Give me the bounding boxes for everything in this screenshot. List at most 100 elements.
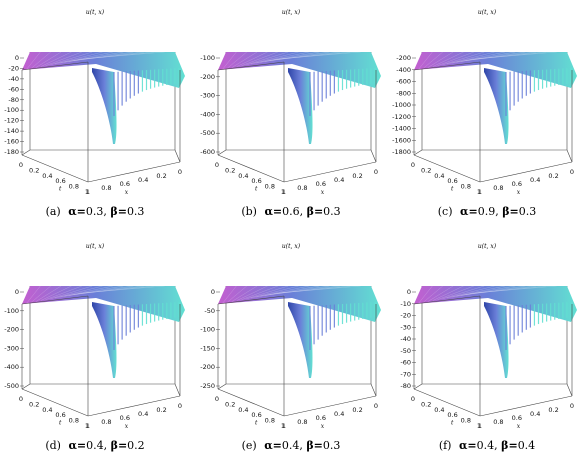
separator: , bbox=[299, 439, 307, 452]
z-tick-label: -1000 bbox=[392, 101, 411, 109]
separator: , bbox=[495, 205, 503, 218]
z-tick-label: -180 bbox=[4, 148, 19, 156]
panel-e: u(t, x) 0 -50 -100 -150 -200 -250 0 0.2 0.4 0.6 0.8… bbox=[196, 234, 386, 459]
mesh-line bbox=[73, 285, 144, 295]
mesh-line bbox=[227, 285, 247, 303]
mesh-line bbox=[232, 51, 258, 68]
mesh-line bbox=[26, 285, 41, 304]
x-tick-label: 1 bbox=[478, 422, 482, 430]
alpha-symbol: α= bbox=[458, 439, 477, 452]
t-tick-label: 0.2 bbox=[29, 166, 39, 174]
x-axis-label: x bbox=[321, 423, 325, 430]
caption-tag: (b) bbox=[241, 205, 257, 218]
mesh-line bbox=[36, 285, 62, 302]
caption-a: (a) α=0.3, β=0.3 bbox=[0, 205, 190, 218]
frame-edge bbox=[370, 383, 377, 397]
mesh-line bbox=[31, 51, 51, 69]
x-tick-label: 0 bbox=[178, 168, 182, 176]
panel-a: u(t, x) 0 -20 -40 -60 -80 -100 -120 -140 -160 -180… bbox=[0, 0, 190, 225]
frame-edge bbox=[21, 61, 89, 71]
mesh-line bbox=[451, 51, 505, 64]
mesh-line bbox=[442, 51, 485, 66]
surface-top bbox=[218, 286, 381, 322]
z-tick-label: -1200 bbox=[392, 113, 411, 121]
mesh-line bbox=[50, 51, 93, 66]
mesh-line bbox=[255, 285, 309, 298]
mesh-line bbox=[432, 285, 464, 301]
mesh-line bbox=[31, 285, 51, 303]
z-tick-label: -10 bbox=[400, 300, 411, 308]
frame-edge bbox=[413, 61, 481, 71]
z-tick-label: -100 bbox=[200, 54, 215, 62]
x-tick-label: 0 bbox=[374, 168, 378, 176]
x-tick-label: 1 bbox=[86, 188, 90, 196]
t-tick-label: 0.4 bbox=[238, 406, 248, 414]
z-tick-label: -800 bbox=[396, 89, 411, 97]
t-tick-label: 0.6 bbox=[55, 411, 65, 419]
z-tick-label: -100 bbox=[200, 326, 215, 334]
z-tick-label: -600 bbox=[200, 148, 215, 156]
beta-value: 0.4 bbox=[517, 439, 536, 452]
t-tick-label: 0.4 bbox=[434, 172, 444, 180]
t-axis-label: t bbox=[255, 420, 258, 427]
alpha-symbol: α= bbox=[460, 205, 478, 218]
mesh-line bbox=[461, 51, 526, 62]
frame-edge bbox=[21, 383, 31, 390]
x-axis-label: x bbox=[125, 189, 129, 196]
mesh-line bbox=[59, 285, 113, 298]
t-tick-label: 0 bbox=[19, 395, 23, 403]
caption-tag: (f) bbox=[438, 439, 452, 452]
plot-e: u(t, x)0-50-100-150-200-25000.20.40.60.8… bbox=[200, 243, 381, 430]
mesh-line bbox=[45, 51, 82, 66]
z-tick-label: -30 bbox=[400, 323, 411, 331]
caption-e: (e) α=0.4, β=0.3 bbox=[196, 439, 386, 452]
mesh-line bbox=[451, 285, 505, 298]
mesh-line bbox=[470, 285, 547, 294]
t-tick-label: 0 bbox=[411, 395, 415, 403]
x-axis-label: x bbox=[125, 423, 129, 430]
t-tick-label: 1 bbox=[85, 188, 89, 196]
mesh-line bbox=[437, 285, 474, 300]
mesh-line bbox=[54, 51, 103, 65]
plot-title: u(t, x) bbox=[282, 243, 301, 250]
z-tick-label: 0 bbox=[211, 288, 215, 296]
frame-edge bbox=[217, 383, 227, 390]
alpha-value: 0.3 bbox=[85, 205, 104, 218]
mesh-line bbox=[241, 51, 278, 66]
mesh-line bbox=[279, 51, 361, 60]
caption-f: (f) α=0.4, β=0.4 bbox=[392, 439, 582, 452]
t-tick-label: 1 bbox=[477, 188, 481, 196]
alpha-value: 0.6 bbox=[282, 205, 300, 218]
z-tick-label: -1600 bbox=[392, 136, 411, 144]
mesh-line bbox=[428, 51, 454, 68]
t-tick-label: 0.4 bbox=[42, 172, 52, 180]
frame-edge bbox=[174, 383, 181, 397]
beta-value: 0.3 bbox=[518, 205, 537, 218]
z-tick-label: -1800 bbox=[392, 148, 411, 156]
t-tick-label: 0.2 bbox=[421, 400, 431, 408]
t-tick-label: 0 bbox=[215, 161, 219, 169]
x-tick-label: 0.4 bbox=[138, 176, 148, 184]
mesh-line bbox=[446, 285, 495, 299]
t-tick-label: 0.4 bbox=[42, 406, 52, 414]
surface-spike bbox=[92, 68, 117, 144]
z-tick-label: -200 bbox=[4, 326, 19, 334]
x-tick-label: 1 bbox=[282, 188, 286, 196]
z-tick-label: -150 bbox=[200, 344, 215, 352]
mesh-line bbox=[83, 51, 165, 60]
mesh-line bbox=[475, 51, 557, 60]
z-tick-label: -100 bbox=[4, 106, 19, 114]
surface-spike bbox=[92, 302, 117, 378]
z-tick-label: -500 bbox=[200, 129, 215, 137]
z-tick-label: 0 bbox=[15, 288, 19, 296]
mesh-line bbox=[446, 51, 495, 65]
t-tick-label: 0.2 bbox=[29, 400, 39, 408]
plot-d: u(t, x)0-100-200-300-400-50000.20.40.60.… bbox=[4, 243, 185, 430]
t-tick-label: 0 bbox=[411, 161, 415, 169]
t-axis-label: t bbox=[255, 186, 258, 193]
x-tick-label: 0.4 bbox=[530, 176, 540, 184]
t-tick-label: 0.8 bbox=[265, 183, 275, 191]
beta-value: 0.3 bbox=[323, 205, 341, 218]
surface-spike bbox=[288, 68, 313, 144]
